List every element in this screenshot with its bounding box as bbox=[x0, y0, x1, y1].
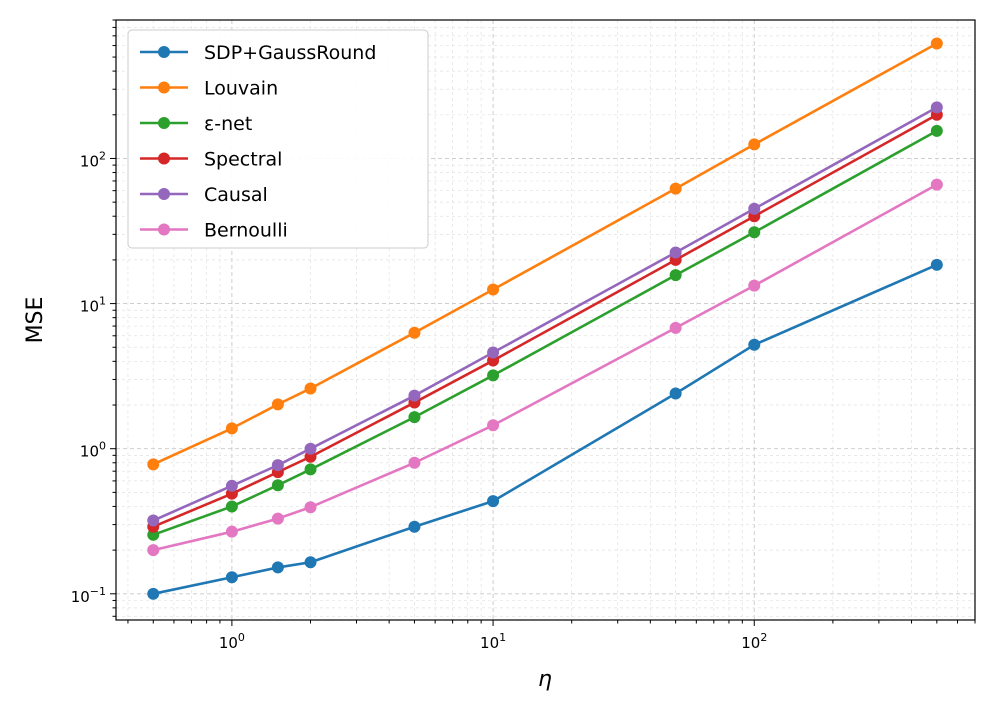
x-tick-label: 102 bbox=[741, 631, 767, 652]
x-axis-label: η bbox=[538, 667, 552, 692]
data-point bbox=[225, 422, 238, 435]
legend-marker bbox=[158, 81, 170, 94]
y-tick-label: 101 bbox=[80, 295, 106, 316]
data-point bbox=[225, 571, 238, 584]
data-point bbox=[271, 479, 284, 492]
data-point bbox=[669, 246, 682, 259]
data-point bbox=[271, 459, 284, 472]
data-point bbox=[225, 479, 238, 492]
legend-label: Bernoulli bbox=[204, 220, 288, 242]
data-point bbox=[408, 326, 421, 339]
legend-marker bbox=[158, 117, 170, 129]
series-1 bbox=[147, 37, 943, 471]
data-point bbox=[304, 556, 317, 569]
data-point bbox=[304, 442, 317, 455]
plot-frame bbox=[115, 19, 976, 621]
data-point bbox=[147, 544, 160, 557]
y-tick-label: 100 bbox=[80, 440, 106, 461]
data-point bbox=[408, 456, 421, 469]
data-point bbox=[930, 124, 943, 137]
y-axis-label: MSE bbox=[23, 297, 48, 344]
data-point bbox=[487, 346, 500, 359]
data-point bbox=[147, 458, 160, 471]
legend-label: SDP+GaussRound bbox=[204, 42, 376, 64]
data-point bbox=[271, 561, 284, 574]
series-4 bbox=[147, 101, 943, 527]
data-point bbox=[487, 369, 500, 382]
series-2 bbox=[147, 124, 943, 541]
data-point bbox=[408, 389, 421, 402]
data-point bbox=[669, 269, 682, 282]
y-tick-label: 102 bbox=[80, 149, 106, 170]
legend: SDP+GaussRound Louvain ε-net Spectral Causal… bbox=[127, 29, 429, 249]
data-point bbox=[748, 338, 761, 351]
data-point bbox=[487, 495, 500, 508]
legend-marker bbox=[158, 152, 170, 165]
legend-label: Causal bbox=[204, 184, 268, 206]
x-tick-label: 100 bbox=[219, 631, 245, 652]
data-point bbox=[669, 321, 682, 334]
data-point bbox=[930, 101, 943, 114]
y-tick-label: 10−1 bbox=[71, 585, 106, 606]
data-point bbox=[487, 419, 500, 432]
data-point bbox=[748, 138, 761, 151]
data-point bbox=[147, 587, 160, 600]
legend-marker bbox=[158, 46, 170, 58]
data-point bbox=[225, 525, 238, 538]
series-line bbox=[152, 263, 938, 596]
legend-label: ε-net bbox=[204, 113, 252, 135]
data-point bbox=[669, 387, 682, 400]
data-point bbox=[225, 500, 238, 513]
data-point bbox=[487, 283, 500, 296]
legend-marker bbox=[158, 223, 170, 236]
legend-label: Spectral bbox=[204, 149, 282, 171]
series bbox=[147, 37, 943, 600]
data-point bbox=[930, 258, 943, 271]
data-point bbox=[669, 182, 682, 195]
legend-box bbox=[127, 29, 429, 249]
series-0 bbox=[147, 258, 943, 600]
data-point bbox=[304, 463, 317, 476]
data-point bbox=[748, 226, 761, 239]
data-point bbox=[304, 382, 317, 395]
data-point bbox=[748, 279, 761, 292]
legend-marker bbox=[158, 188, 170, 200]
legend-label: Louvain bbox=[204, 78, 278, 100]
data-point bbox=[748, 202, 761, 215]
data-point bbox=[271, 398, 284, 411]
data-point bbox=[304, 501, 317, 514]
data-point bbox=[408, 411, 421, 424]
x-tick-label: 101 bbox=[480, 631, 506, 652]
series-5 bbox=[147, 178, 943, 557]
data-point bbox=[930, 178, 943, 191]
data-point bbox=[271, 512, 284, 525]
data-point bbox=[147, 514, 160, 527]
data-point bbox=[930, 37, 943, 50]
axis-ticks: 100 101 102 10−1 100 101 102 bbox=[71, 19, 976, 652]
data-point bbox=[408, 520, 421, 533]
